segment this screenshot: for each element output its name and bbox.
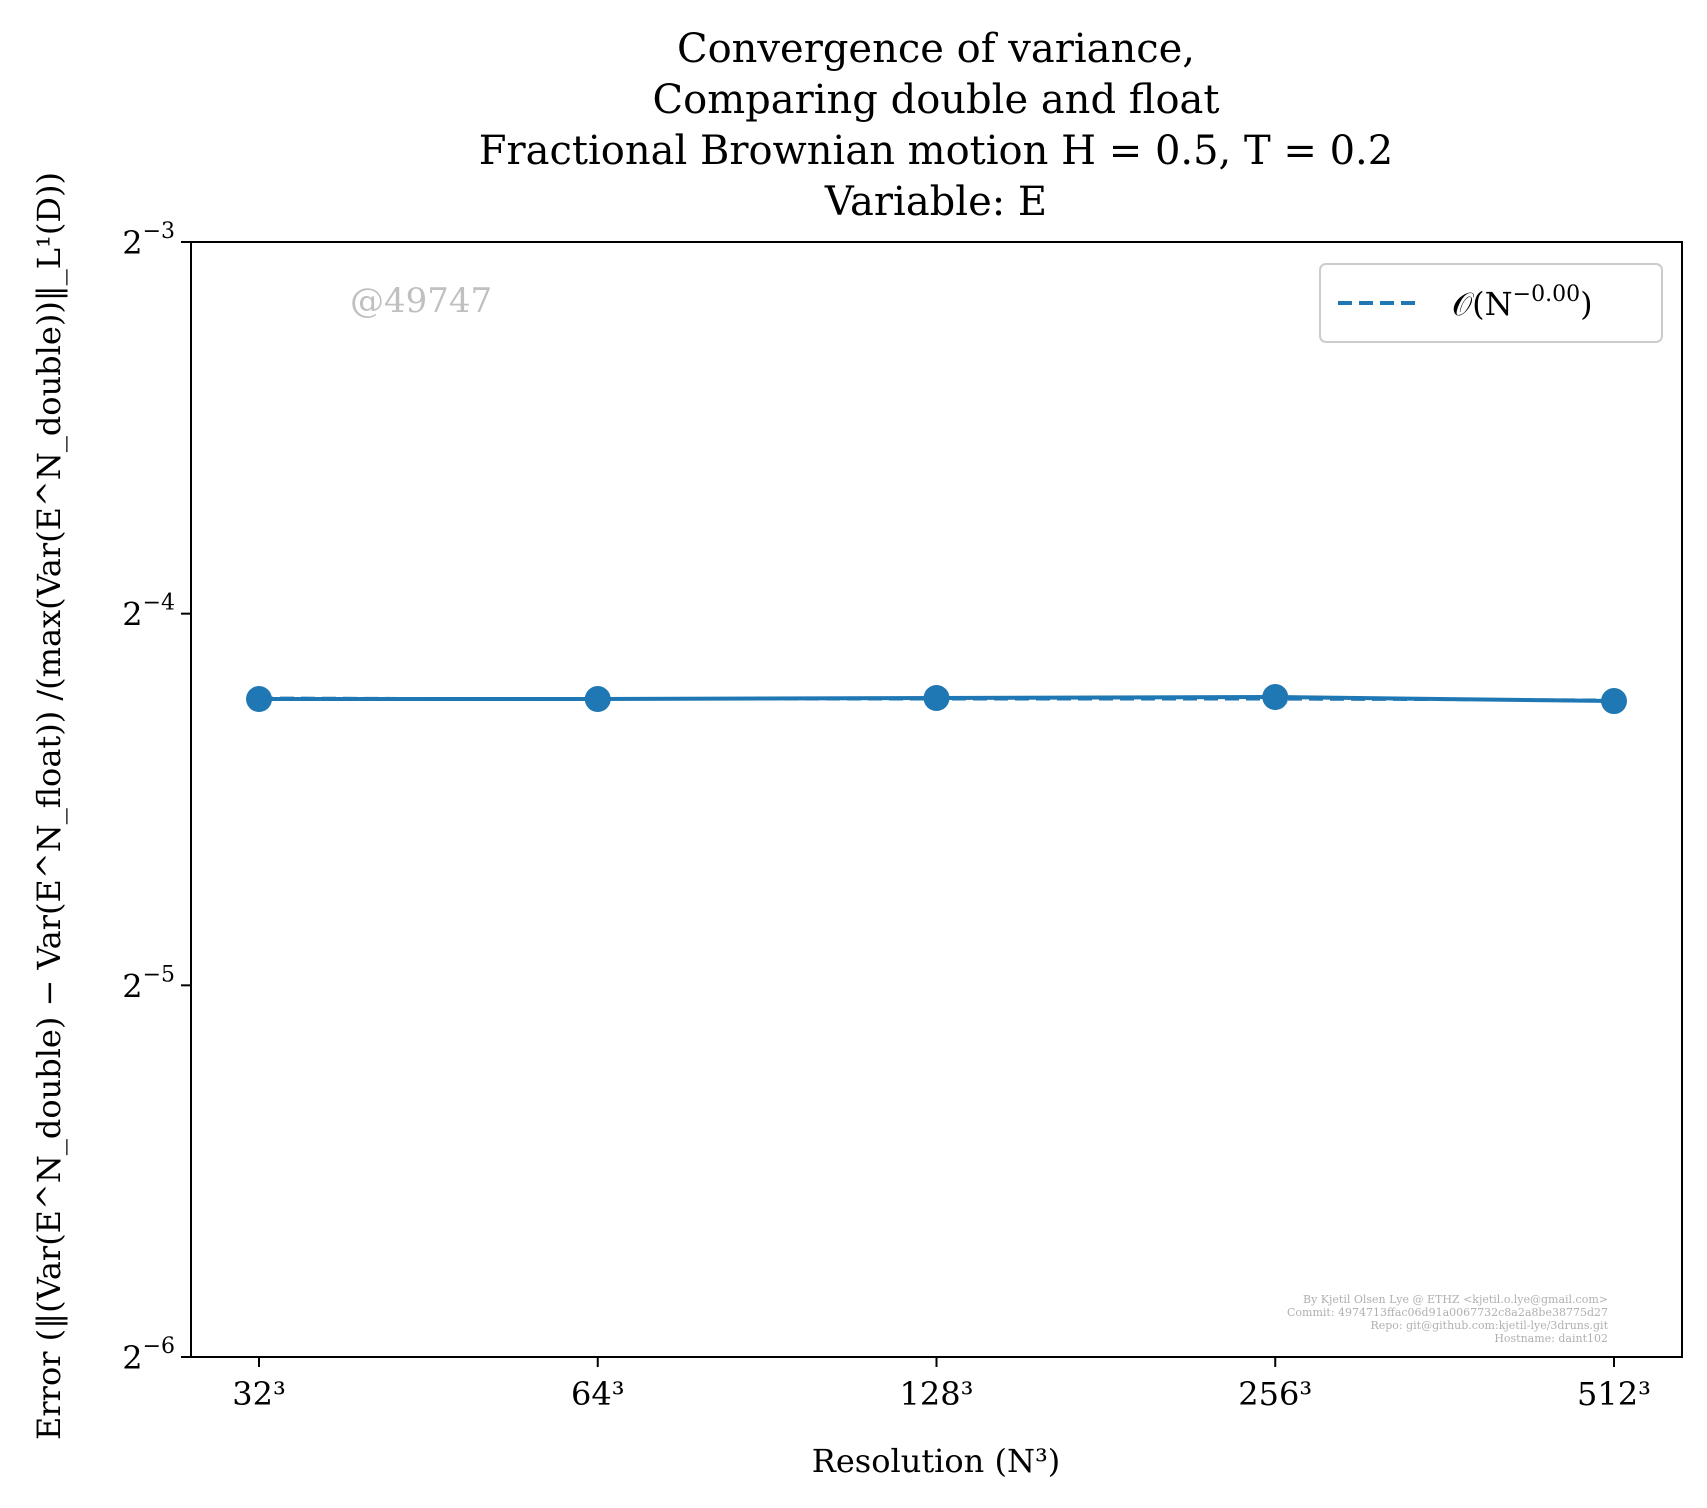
x-tick-label: 32³ [232, 1375, 286, 1413]
y-tick-exponent: −6 [143, 1334, 175, 1359]
credits-block: By Kjetil Olsen Lye @ ETHZ <kjetil.o.lye… [1287, 1293, 1609, 1345]
y-axis-label: Error (‖(Var(E^N_double) − Var(E^N_float… [30, 172, 68, 1440]
credits-line-2: Commit: 4974713ffac06d91a0067732c8a2a8be… [1287, 1306, 1608, 1319]
y-tick-label: 2−6 [122, 1334, 175, 1377]
legend-entry-label: 𝒪(N−0.00) [1452, 282, 1593, 323]
x-axis-label: Resolution (N³) [812, 1442, 1061, 1480]
series-point [1262, 684, 1289, 711]
y-tick-label: 2−3 [122, 219, 175, 262]
watermark-text: @49747 [350, 281, 492, 321]
x-tick-label: 128³ [900, 1375, 974, 1413]
title-line-3: Fractional Brownian motion H = 0.5, T = … [479, 128, 1393, 174]
legend: 𝒪(N−0.00) [1319, 263, 1663, 343]
y-tick-base: 2 [122, 967, 142, 1005]
title-line-2: Comparing double and float [653, 77, 1220, 123]
x-tick-label: 256³ [1238, 1375, 1312, 1413]
legend-entry-base: 𝒪(N [1452, 285, 1513, 323]
y-tick-base: 2 [122, 596, 142, 634]
series-point [1601, 688, 1627, 715]
y-tick-base: 2 [122, 224, 142, 262]
legend-box [1319, 263, 1663, 343]
chart-title: Convergence of variance, Comparing doubl… [479, 26, 1393, 225]
credits-line-1: By Kjetil Olsen Lye @ ETHZ <kjetil.o.lye… [1303, 1293, 1608, 1306]
credits-line-3: Repo: git@github.com:kjetil-lye/3druns.g… [1370, 1319, 1608, 1332]
fit-line-dashed [258, 696, 1615, 702]
title-line-4: Variable: E [824, 179, 1047, 225]
y-tick-exponent: −4 [143, 591, 175, 616]
legend-entry-exponent: −0.00 [1513, 282, 1580, 307]
series-layer [246, 684, 1627, 715]
credits-line-4: Hostname: daint102 [1494, 1332, 1608, 1345]
axes-frame [190, 241, 1683, 1358]
y-tick-exponent: −5 [143, 962, 175, 987]
title-line-1: Convergence of variance, [677, 26, 1195, 72]
y-tick-label: 2−5 [122, 962, 175, 1005]
y-tick-label: 2−4 [122, 591, 175, 634]
x-tick-label: 64³ [571, 1375, 625, 1413]
x-tick-label: 512³ [1577, 1375, 1651, 1413]
y-tick-exponent: −3 [143, 219, 175, 244]
y-tick-base: 2 [122, 1339, 142, 1377]
legend-entry-close: ) [1580, 285, 1592, 323]
